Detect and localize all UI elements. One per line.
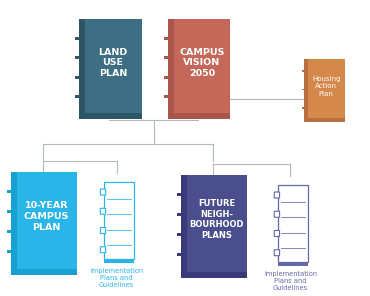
FancyBboxPatch shape	[75, 56, 80, 59]
Text: LAND
USE
PLAN: LAND USE PLAN	[98, 48, 128, 78]
FancyBboxPatch shape	[164, 96, 169, 98]
FancyBboxPatch shape	[75, 96, 80, 98]
Text: 10-YEAR
CAMPUS
PLAN: 10-YEAR CAMPUS PLAN	[24, 201, 69, 232]
FancyBboxPatch shape	[302, 89, 305, 90]
FancyBboxPatch shape	[164, 56, 169, 59]
FancyBboxPatch shape	[274, 250, 280, 256]
FancyBboxPatch shape	[75, 37, 80, 40]
Text: Housing
Action
Plan: Housing Action Plan	[312, 76, 340, 97]
Text: Implementation
Plans and
Guidelines: Implementation Plans and Guidelines	[264, 271, 317, 291]
FancyBboxPatch shape	[104, 259, 134, 263]
FancyBboxPatch shape	[274, 231, 280, 237]
FancyBboxPatch shape	[83, 19, 141, 114]
FancyBboxPatch shape	[7, 190, 12, 193]
FancyBboxPatch shape	[181, 175, 188, 272]
FancyBboxPatch shape	[7, 210, 12, 213]
FancyBboxPatch shape	[304, 59, 308, 118]
FancyBboxPatch shape	[100, 208, 106, 214]
FancyBboxPatch shape	[304, 118, 345, 122]
FancyBboxPatch shape	[75, 76, 80, 79]
FancyBboxPatch shape	[79, 19, 85, 114]
Text: Implementation
Plans and
Guidelines: Implementation Plans and Guidelines	[90, 268, 143, 288]
FancyBboxPatch shape	[7, 250, 12, 253]
FancyBboxPatch shape	[274, 192, 280, 198]
Text: FUTURE
NEIGH-
BOURHOOD
PLANS: FUTURE NEIGH- BOURHOOD PLANS	[189, 199, 244, 240]
FancyBboxPatch shape	[172, 19, 230, 114]
FancyBboxPatch shape	[11, 172, 17, 269]
FancyBboxPatch shape	[100, 247, 106, 253]
FancyBboxPatch shape	[185, 175, 247, 272]
FancyBboxPatch shape	[168, 19, 174, 114]
FancyBboxPatch shape	[274, 211, 280, 217]
FancyBboxPatch shape	[302, 107, 305, 109]
FancyBboxPatch shape	[177, 253, 182, 256]
FancyBboxPatch shape	[278, 185, 308, 262]
FancyBboxPatch shape	[15, 172, 77, 269]
FancyBboxPatch shape	[177, 193, 182, 196]
FancyBboxPatch shape	[7, 230, 12, 233]
FancyBboxPatch shape	[168, 113, 230, 119]
FancyBboxPatch shape	[104, 182, 134, 259]
FancyBboxPatch shape	[11, 269, 77, 275]
Text: CAMPUS
VISION
2050: CAMPUS VISION 2050	[179, 48, 225, 78]
FancyBboxPatch shape	[164, 37, 169, 40]
FancyBboxPatch shape	[278, 262, 308, 266]
FancyBboxPatch shape	[100, 189, 106, 195]
FancyBboxPatch shape	[307, 59, 345, 118]
FancyBboxPatch shape	[181, 272, 247, 278]
FancyBboxPatch shape	[177, 213, 182, 216]
FancyBboxPatch shape	[79, 113, 141, 119]
FancyBboxPatch shape	[164, 76, 169, 79]
FancyBboxPatch shape	[100, 228, 106, 234]
FancyBboxPatch shape	[302, 70, 305, 72]
FancyBboxPatch shape	[177, 233, 182, 236]
